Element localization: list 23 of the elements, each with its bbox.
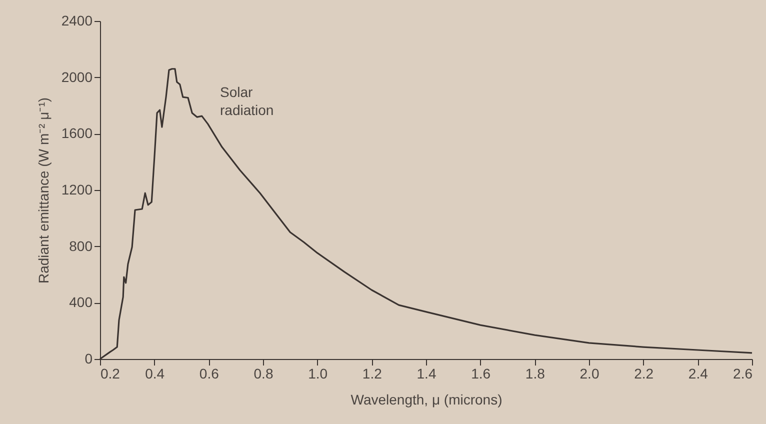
y-tick-label: 800 (69, 238, 93, 254)
x-tick-label: 0.6 (199, 366, 220, 382)
y-tick-label: 2400 (61, 12, 93, 28)
annotation: Solar radiation (220, 84, 274, 118)
x-tick-label: 2.4 (688, 366, 708, 382)
x-tick-label: 1.2 (362, 366, 382, 382)
x-tick-label: 1.6 (471, 366, 491, 382)
y-tick-label: 0 (84, 350, 93, 366)
x-tick-label: 0.8 (254, 366, 274, 382)
x-axis-title: Wavelength, μ (microns) (350, 392, 502, 408)
y-axis-title: Radiant emittance (W m⁻² μ⁻¹) (35, 97, 52, 284)
x-tick-label: 0.2 (100, 366, 120, 382)
x-tick-label: 2.2 (634, 366, 654, 382)
x-tick-label: 1.0 (308, 366, 328, 382)
y-tick-label: 1600 (61, 125, 93, 142)
x-tick-label: 2.6 (733, 366, 753, 382)
y-tick-label: 400 (69, 294, 93, 310)
x-tick-label: 1.8 (525, 366, 546, 382)
x-tick-label: 1.4 (416, 366, 436, 382)
y-tick-label: 1200 (61, 182, 93, 198)
y-tick-label: 2000 (61, 68, 93, 85)
x-tick-label: 2.0 (580, 366, 600, 382)
x-tick-label: 0.4 (145, 366, 165, 382)
